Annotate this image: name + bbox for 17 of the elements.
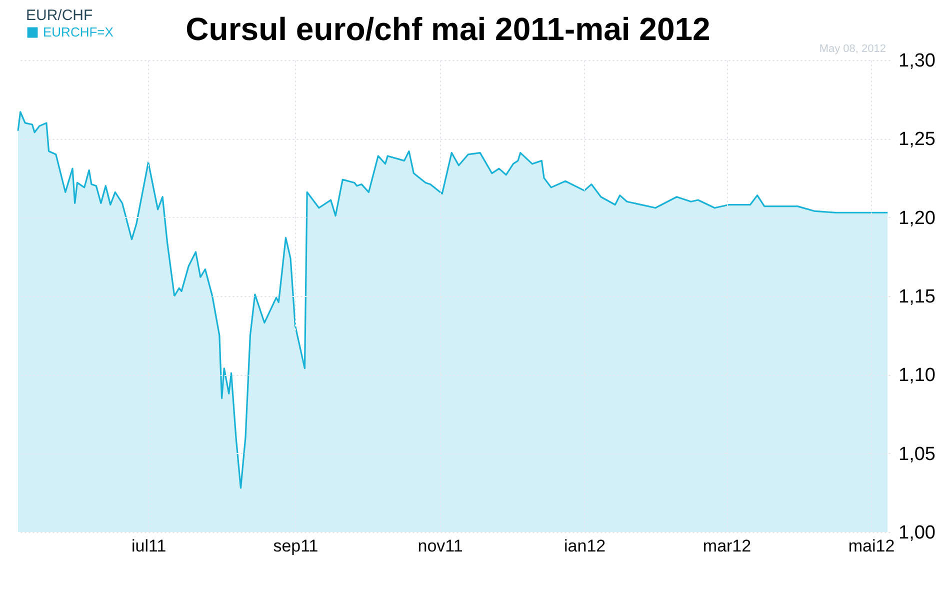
x-tick-label: ian12	[564, 536, 606, 556]
x-tick-label: nov11	[418, 536, 463, 556]
y-tick-label: 1,30	[898, 50, 936, 72]
y-tick-label: 1,25	[898, 129, 936, 150]
chart-title: Cursul euro/chf mai 2011-mai 2012	[186, 11, 710, 47]
y-tick-label: 1,15	[898, 286, 936, 308]
x-tick-label: mai12	[848, 536, 895, 556]
x-tick-label: sep11	[273, 536, 318, 556]
y-tick-label: 1,05	[898, 444, 936, 465]
y-tick-label: 1,00	[898, 522, 936, 544]
x-tick-label: mar12	[702, 536, 752, 556]
y-tick-label: 1,10	[898, 365, 936, 386]
x-tick-label: iul11	[132, 536, 166, 556]
legend-label: EURCHF=X	[43, 24, 114, 40]
legend-title: EUR/CHF	[26, 7, 93, 24]
text: May 08, 2012	[819, 43, 886, 55]
y-tick-label: 1,20	[898, 208, 936, 229]
